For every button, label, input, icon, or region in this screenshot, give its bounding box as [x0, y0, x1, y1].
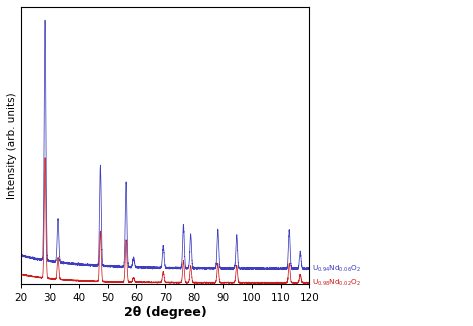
- X-axis label: 2θ (degree): 2θ (degree): [124, 306, 207, 319]
- Text: $\rm U_{0.98}Nd_{0.02}O_2$: $\rm U_{0.98}Nd_{0.02}O_2$: [312, 277, 361, 288]
- Text: $\rm U_{0.94}Nd_{0.06}O_2$: $\rm U_{0.94}Nd_{0.06}O_2$: [312, 264, 361, 274]
- Y-axis label: Intensity (arb. units): Intensity (arb. units): [7, 92, 17, 199]
